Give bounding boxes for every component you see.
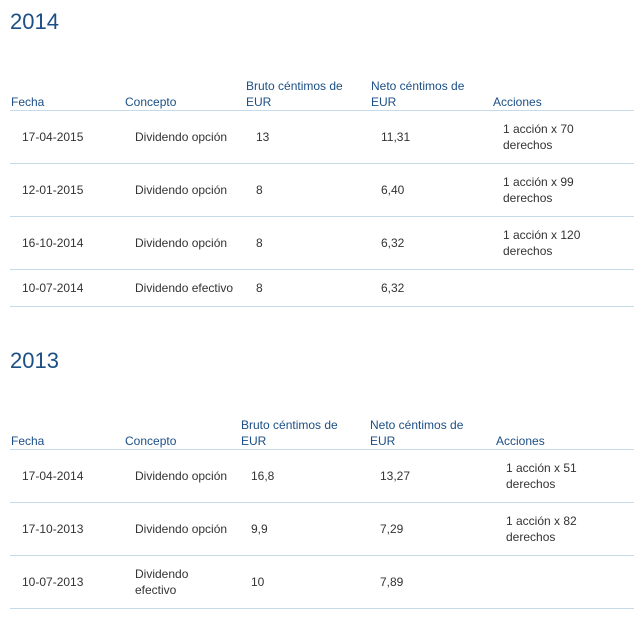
cell-acciones: 1 acción x 120 derechos: [503, 228, 581, 258]
cell-acciones: 1 acción x 51 derechos: [506, 461, 577, 491]
row-divider: [10, 555, 634, 556]
cell-concepto: Dividendo opción: [135, 130, 228, 144]
row-divider: [10, 163, 634, 164]
cell-neto: 7,29: [380, 522, 404, 536]
cell-neto: 11,31: [381, 130, 411, 144]
row-divider: [10, 269, 634, 270]
header-acciones: Acciones: [496, 434, 545, 448]
header-bruto: Bruto céntimos de EUR: [241, 418, 338, 448]
cell-bruto: 9,9: [251, 522, 268, 536]
header-neto: Neto céntimos de EUR: [371, 79, 465, 109]
cell-concepto: Dividendo opción: [135, 236, 228, 250]
cell-fecha: 12-01-2015: [22, 183, 84, 197]
cell-neto: 13,27: [380, 469, 411, 483]
year-heading-2013: 2013: [10, 348, 59, 373]
cell-bruto: 8: [256, 236, 263, 250]
header-concepto: Concepto: [125, 434, 177, 448]
row-divider: [10, 306, 634, 307]
table-divider: [10, 110, 634, 111]
cell-acciones: 1 acción x 82 derechos: [506, 514, 577, 544]
cell-fecha: 10-07-2013: [22, 575, 84, 589]
cell-concepto: Dividendo opción: [135, 183, 228, 197]
cell-bruto: 10: [251, 575, 265, 589]
header-fecha: Fecha: [11, 95, 45, 109]
row-divider: [10, 502, 634, 503]
header-concepto: Concepto: [125, 95, 177, 109]
row-divider: [10, 608, 634, 609]
cell-concepto: Dividendo opción: [135, 469, 228, 483]
cell-fecha: 17-04-2015: [22, 130, 84, 144]
cell-acciones: 1 acción x 99 derechos: [503, 175, 574, 205]
cell-neto: 7,89: [380, 575, 404, 589]
cell-bruto: 16,8: [251, 469, 275, 483]
header-bruto: Bruto céntimos de EUR: [246, 79, 343, 109]
header-neto: Neto céntimos de EUR: [370, 418, 464, 448]
row-divider: [10, 216, 634, 217]
cell-neto: 6,32: [381, 281, 405, 295]
header-acciones: Acciones: [493, 95, 542, 109]
cell-bruto: 8: [256, 281, 263, 295]
table-divider: [10, 449, 634, 450]
year-heading-2014: 2014: [10, 9, 59, 34]
cell-concepto: Dividendo efectivo: [135, 567, 189, 597]
cell-concepto: Dividendo efectivo: [135, 281, 234, 295]
cell-acciones: 1 acción x 70 derechos: [503, 122, 574, 152]
cell-bruto: 13: [256, 130, 270, 144]
cell-fecha: 17-10-2013: [22, 522, 84, 536]
cell-fecha: 16-10-2014: [22, 236, 84, 250]
cell-bruto: 8: [256, 183, 263, 197]
cell-fecha: 10-07-2014: [22, 281, 84, 295]
cell-neto: 6,40: [381, 183, 405, 197]
cell-fecha: 17-04-2014: [22, 469, 84, 483]
cell-neto: 6,32: [381, 236, 405, 250]
header-fecha: Fecha: [11, 434, 45, 448]
cell-concepto: Dividendo opción: [135, 522, 228, 536]
